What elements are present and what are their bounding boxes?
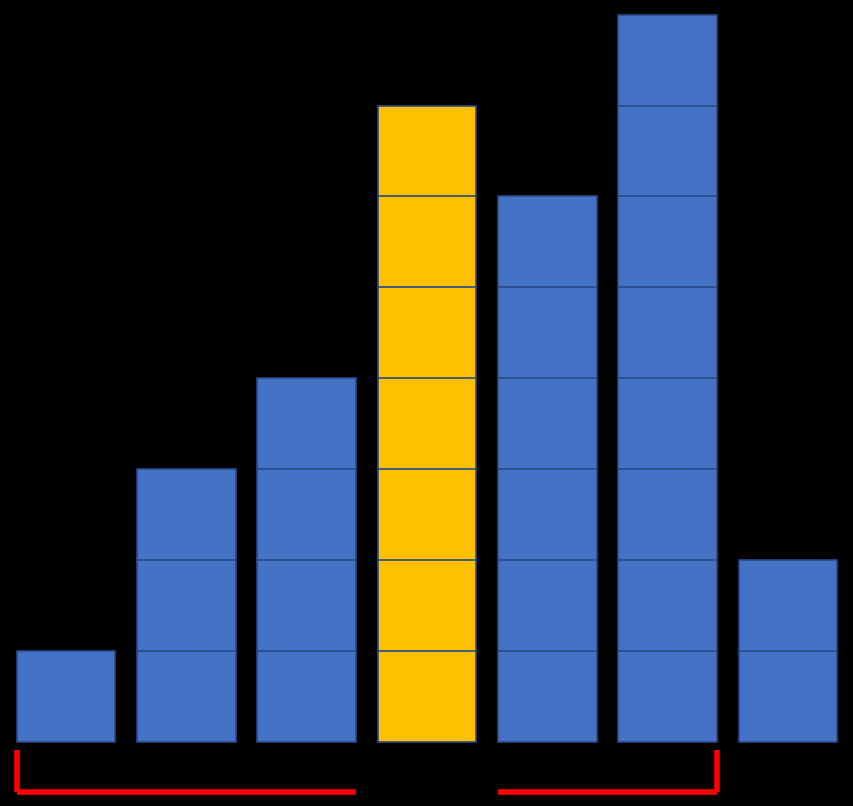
Bar	[618, 15, 716, 742]
Bar	[137, 469, 235, 742]
Bar	[377, 106, 476, 742]
Bar	[257, 379, 356, 742]
Bar	[497, 197, 596, 742]
Bar	[738, 560, 836, 742]
Bar	[17, 651, 115, 742]
